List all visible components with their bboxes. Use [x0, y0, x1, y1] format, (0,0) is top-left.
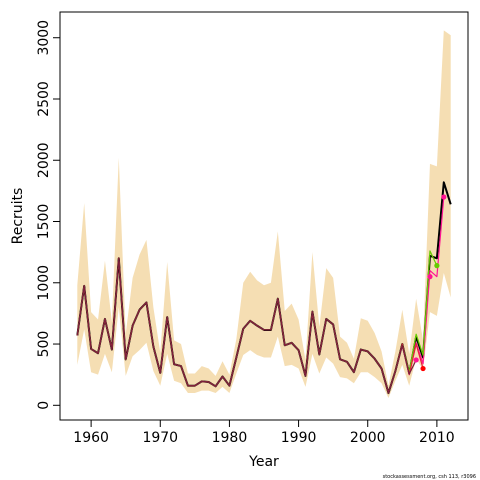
x-axis-label: Year: [248, 454, 279, 470]
x-tick-label: 2010: [419, 430, 455, 446]
y-tick-label: 500: [36, 331, 52, 358]
data-point-1: [413, 357, 419, 363]
confidence-band-area: [77, 30, 451, 398]
data-point-2: [420, 365, 426, 372]
y-axis: 0 500 1000 1500 2000 2500 3000: [36, 20, 60, 410]
y-axis-label: Recruits: [10, 188, 26, 245]
plot-frame: [59, 11, 469, 421]
data-point-5: [441, 194, 447, 200]
series-lines: [76, 181, 452, 395]
y-tick-label: 2000: [36, 142, 52, 178]
y-tick-label: 0: [36, 401, 52, 410]
y-tick-label: 1000: [36, 265, 52, 301]
x-tick-label: 1990: [281, 430, 317, 446]
data-point-3: [427, 274, 433, 280]
y-tick-label: 3000: [36, 20, 52, 56]
x-tick-label: 1960: [73, 430, 109, 446]
confidence-band: [77, 30, 451, 398]
y-tick-label: 2500: [36, 81, 52, 117]
x-tick-label: 2000: [350, 430, 386, 446]
x-axis: 1960 1970 1980 1990 2000 2010: [73, 420, 455, 446]
x-tick-label: 1980: [212, 430, 248, 446]
x-tick-label: 1970: [142, 430, 178, 446]
series-points: [413, 194, 447, 372]
data-point-4: [434, 263, 440, 269]
y-tick-label: 1500: [36, 204, 52, 240]
watermark-text: stockassessment.org, csh 113, r3096: [383, 474, 476, 480]
series-line-5: [76, 257, 417, 394]
